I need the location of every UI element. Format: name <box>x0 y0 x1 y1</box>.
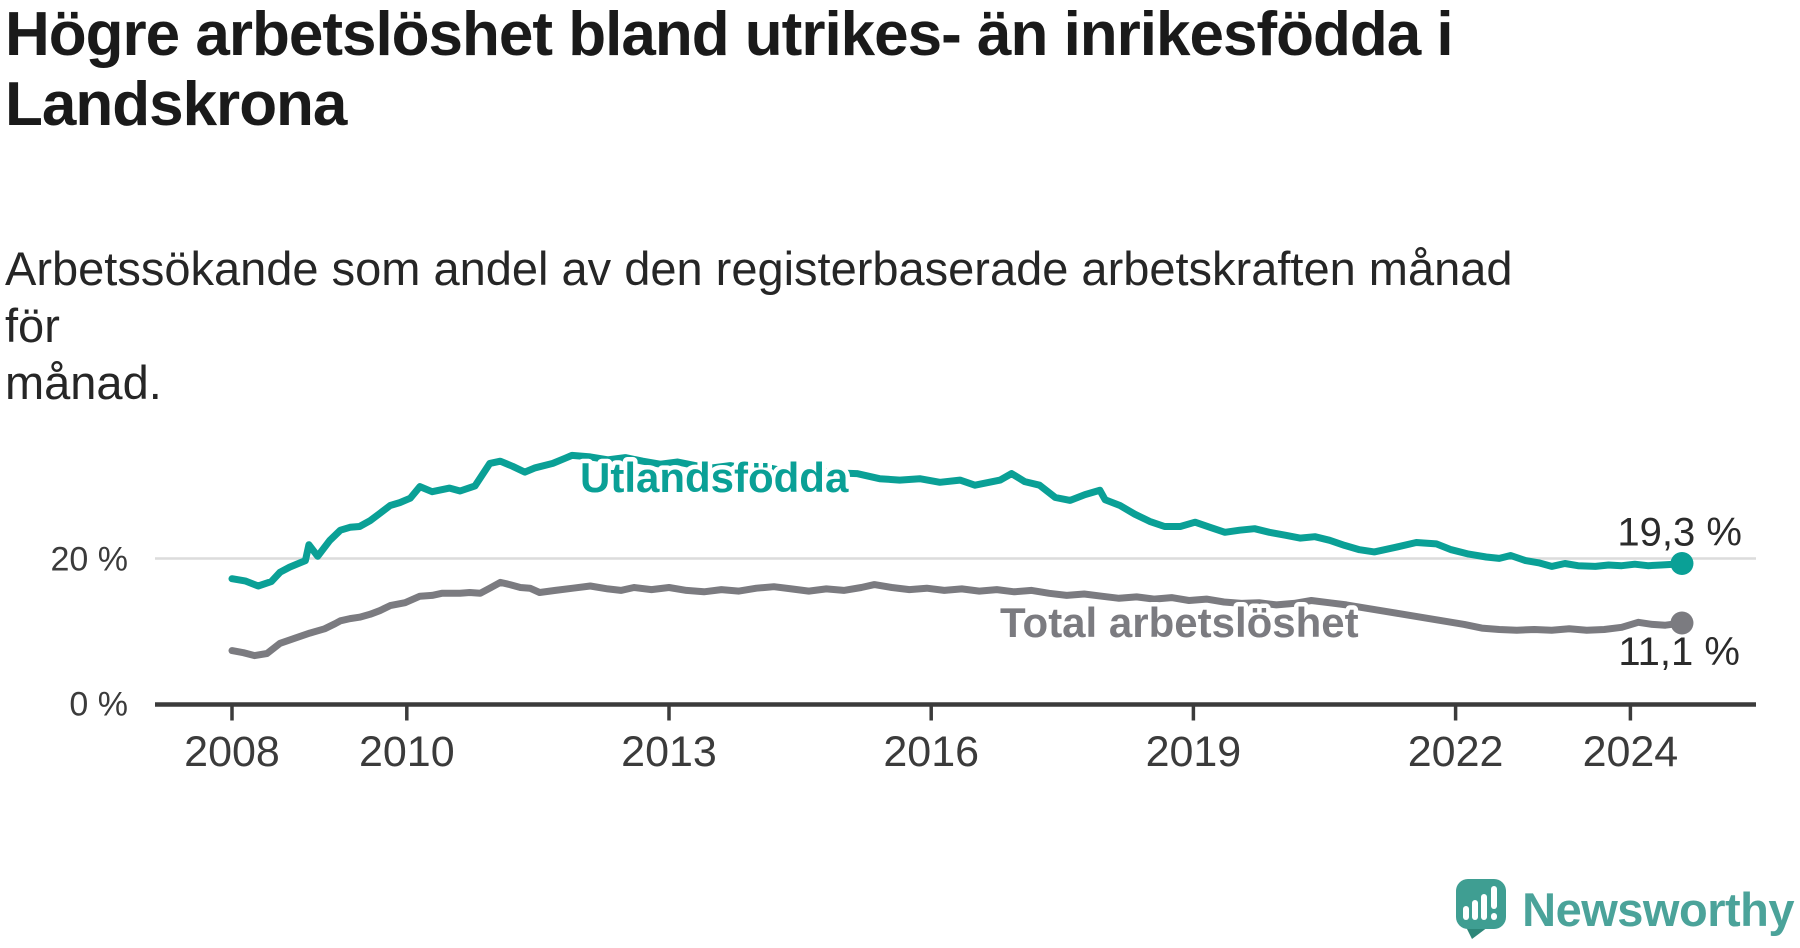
x-tick-label-2013: 2013 <box>621 728 717 776</box>
chart-subtitle: Arbetssökande som andel av den registerb… <box>5 240 1565 411</box>
series-label-total: Total arbetslöshet <box>1000 599 1359 646</box>
title-line1: Högre arbetslöshet bland utrikes- än inr… <box>5 0 1454 69</box>
logo-bar-2 <box>1472 900 1479 920</box>
y-tick-label-20: 20 % <box>51 540 129 578</box>
x-tick-label-2019: 2019 <box>1146 728 1242 776</box>
x-tick-label-2016: 2016 <box>883 728 979 776</box>
logo-bar-3 <box>1481 894 1488 920</box>
page-title: Högre arbetslöshet bland utrikes- än inr… <box>5 0 1585 140</box>
series-label-utlandsfodda: Utlandsfödda <box>580 454 849 501</box>
x-tick-label-2008: 2008 <box>184 728 280 776</box>
title-line2: Landskrona <box>5 70 347 139</box>
end-value-label-utlandsfodda: 19,3 % <box>1617 511 1742 555</box>
x-tick-label-2024: 2024 <box>1583 728 1679 776</box>
logo-bar-1 <box>1463 906 1470 920</box>
newsworthy-logo: Newsworthy <box>1456 879 1794 940</box>
subtitle-line1: Arbetssökande som andel av den registerb… <box>5 242 1513 352</box>
x-tick-label-2022: 2022 <box>1408 728 1504 776</box>
subtitle-line2: månad. <box>5 356 162 409</box>
end-dot-total <box>1670 611 1694 635</box>
logo-exclamation-bar <box>1491 886 1498 909</box>
end-value-label-total: 11,1 % <box>1618 630 1740 674</box>
line-series-utlandsfodda <box>228 451 1686 590</box>
line-series-total <box>228 578 1686 660</box>
end-dot-utlandsfodda <box>1670 552 1694 576</box>
logo-exclamation-dot <box>1491 913 1498 920</box>
logo-bubble-tail <box>1466 927 1489 939</box>
y-tick-label-0: 0 % <box>69 686 128 724</box>
x-tick-label-2010: 2010 <box>359 728 455 776</box>
newsworthy-logo-text: Newsworthy <box>1522 883 1794 936</box>
newsworthy-logo-icon <box>1456 879 1507 939</box>
